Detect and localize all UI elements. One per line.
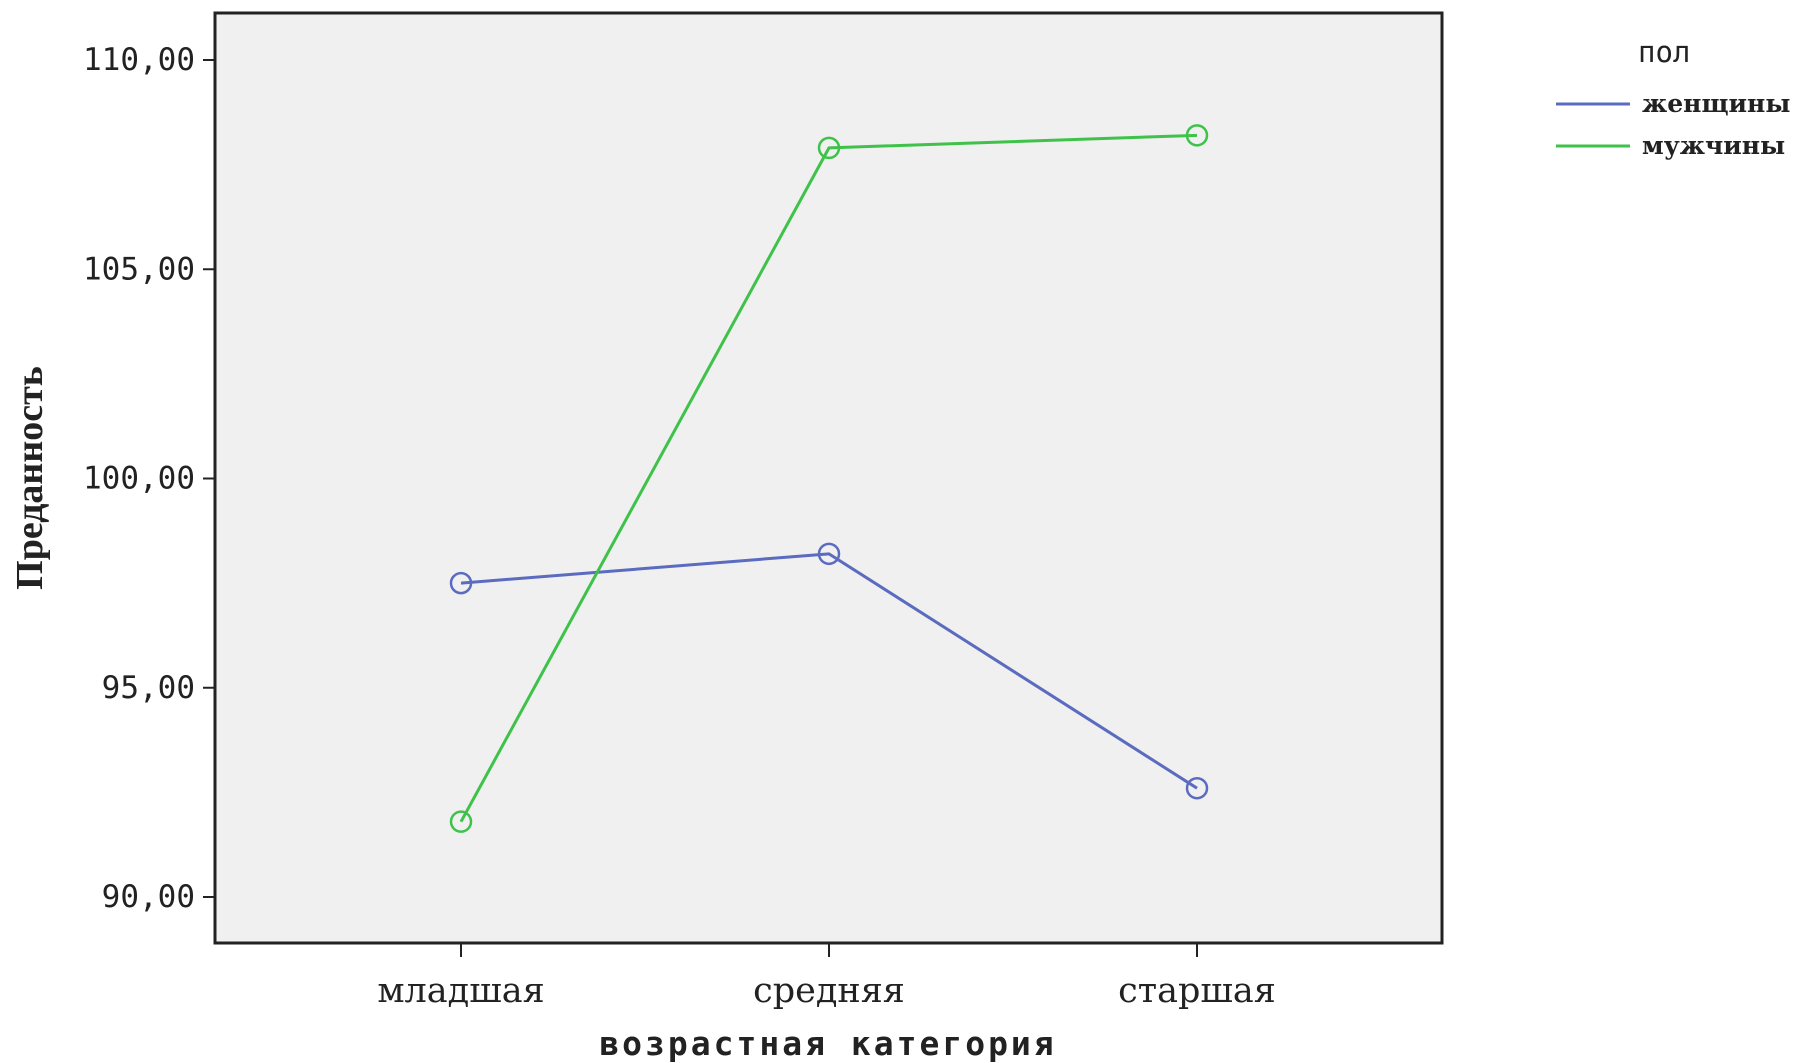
y-tick-label: 90,00 (102, 879, 195, 915)
series-point (1185, 776, 1209, 800)
y-axis-title: Преданность (9, 366, 51, 590)
x-tick-label: средняя (753, 971, 905, 1011)
y-tick-label: 100,00 (83, 461, 195, 497)
y-tick-label: 95,00 (102, 670, 195, 706)
series-layer (449, 124, 1209, 833)
x-tick-label: старшая (1118, 971, 1276, 1011)
x-axis-title: возрастная категория (599, 1024, 1056, 1063)
y-tick-label: 110,00 (83, 42, 195, 78)
plot-area (213, 11, 1444, 945)
legend-label: женщины (1642, 89, 1790, 118)
series-line-1 (460, 552, 1198, 790)
series-point (817, 542, 841, 566)
legend-label: мужчины (1642, 131, 1785, 160)
series-line-2 (459, 133, 1198, 823)
y-axis: 90,00 95,00 100,00 105,00 110,00 (83, 42, 215, 915)
x-tick-label: младшая (377, 971, 544, 1011)
legend-title: пол (1638, 35, 1690, 69)
x-axis: младшая средняя старшая (377, 943, 1276, 1011)
legend: пол женщины мужчины (1556, 35, 1790, 160)
series-point (1185, 124, 1209, 147)
series-point (817, 136, 841, 160)
series-point (449, 571, 473, 595)
y-tick-label: 105,00 (83, 251, 195, 287)
series-point (449, 810, 473, 833)
